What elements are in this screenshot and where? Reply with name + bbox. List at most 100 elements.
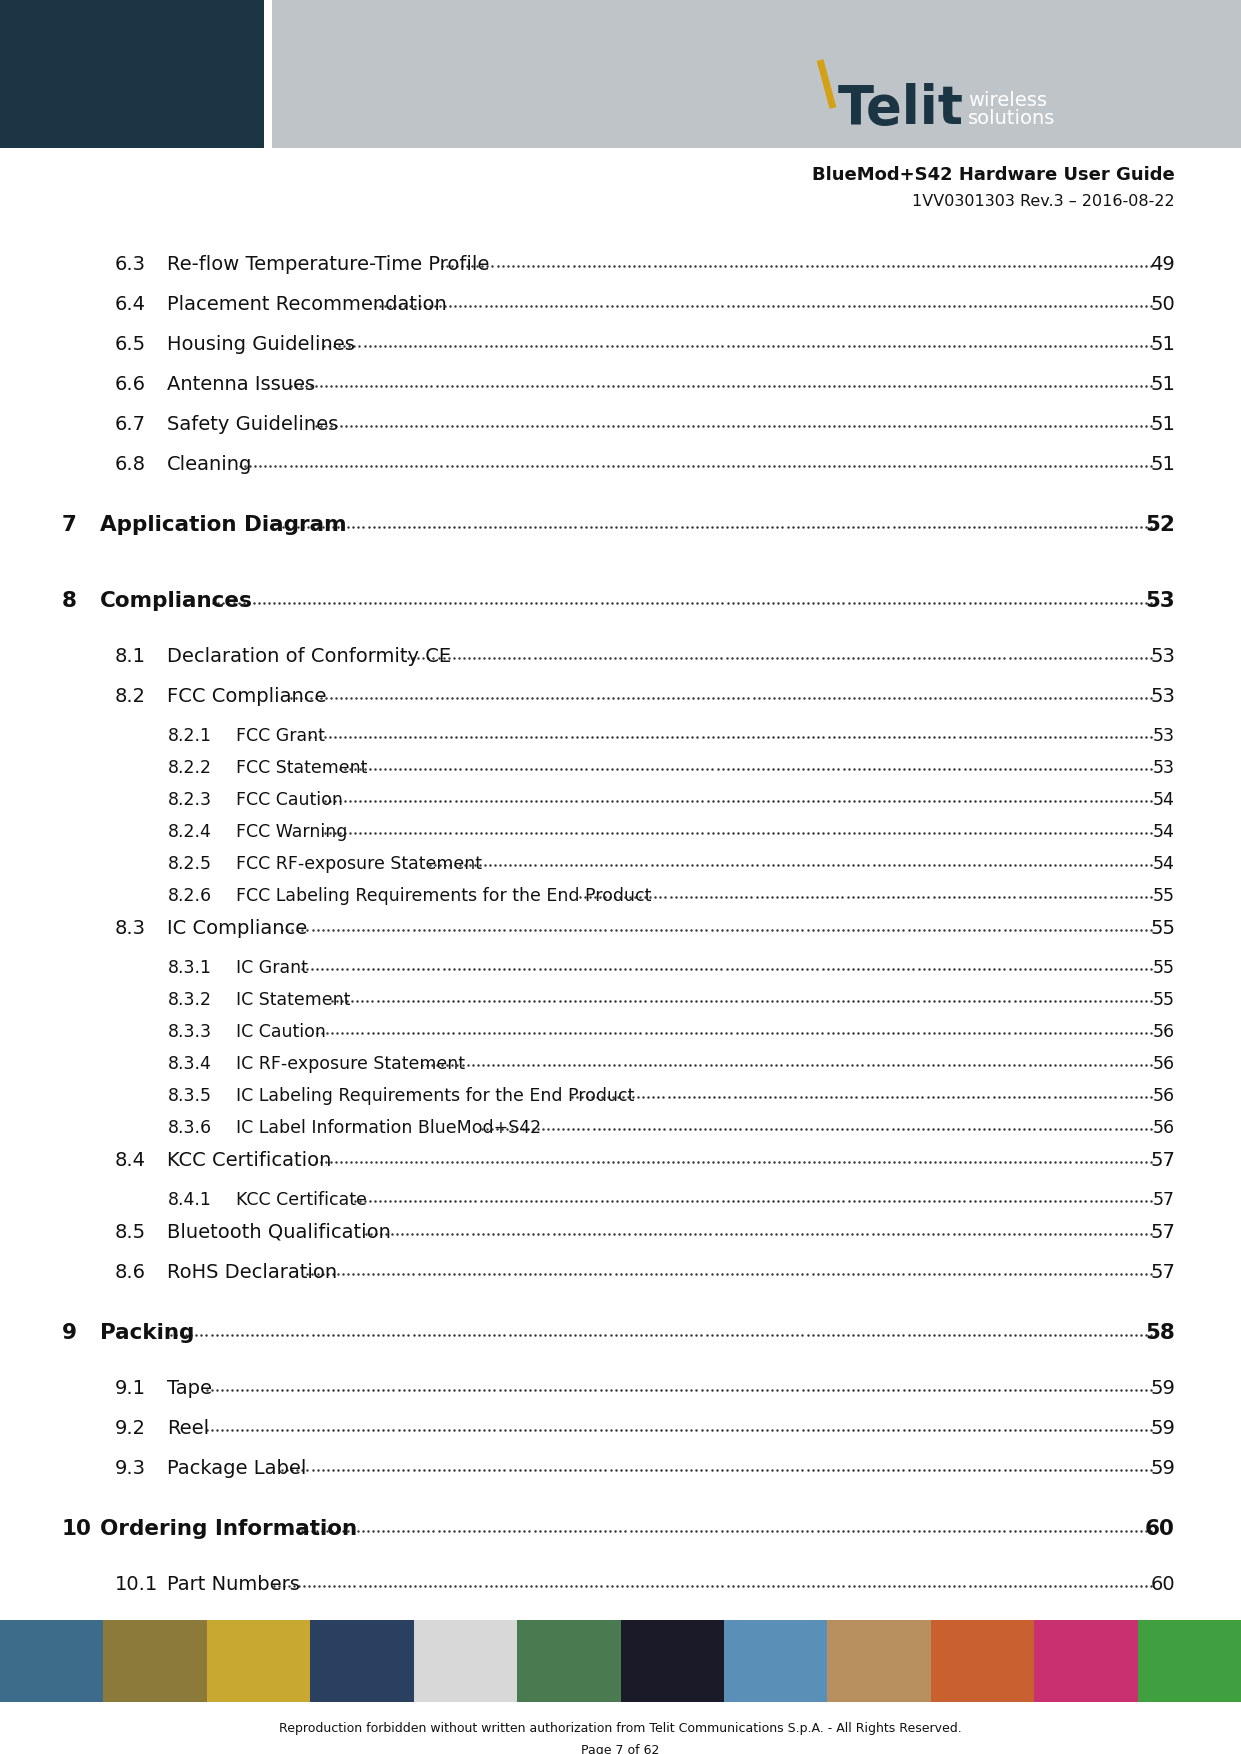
Text: KCC Certification: KCC Certification: [168, 1151, 331, 1170]
Text: 7: 7: [62, 516, 77, 535]
Text: FCC Caution: FCC Caution: [236, 791, 343, 809]
Text: 6.6: 6.6: [115, 375, 146, 395]
Bar: [1034, 1621, 1138, 1701]
Text: Package Label: Package Label: [168, 1459, 307, 1479]
Text: Safety Guidelines: Safety Guidelines: [168, 416, 339, 433]
Text: 1VV0301303 Rev.3 – 2016-08-22: 1VV0301303 Rev.3 – 2016-08-22: [912, 195, 1175, 209]
Text: IC RF-exposure Statement: IC RF-exposure Statement: [236, 1054, 465, 1073]
Text: 8.3.4: 8.3.4: [168, 1054, 212, 1073]
Text: 59: 59: [1150, 1419, 1175, 1438]
Text: Application Diagram: Application Diagram: [101, 516, 346, 535]
Text: 9.3: 9.3: [115, 1459, 146, 1479]
Bar: [517, 1621, 620, 1701]
Text: IC Labeling Requirements for the End Product: IC Labeling Requirements for the End Pro…: [236, 1087, 634, 1105]
Text: 53: 53: [1153, 759, 1175, 777]
Text: 8.3: 8.3: [115, 919, 146, 938]
Text: 9.1: 9.1: [115, 1379, 146, 1398]
Text: 10.1: 10.1: [115, 1575, 159, 1594]
Text: 58: 58: [1145, 1323, 1175, 1344]
Text: 8.4: 8.4: [115, 1151, 146, 1170]
Text: Re-flow Temperature-Time Profile: Re-flow Temperature-Time Profile: [168, 254, 489, 274]
Bar: [828, 1621, 931, 1701]
Text: Compliances: Compliances: [101, 591, 253, 610]
Text: 8.3.2: 8.3.2: [168, 991, 212, 1009]
Text: 60: 60: [1145, 1519, 1175, 1538]
Text: 59: 59: [1150, 1459, 1175, 1479]
Text: 50: 50: [1150, 295, 1175, 314]
Bar: [931, 1621, 1034, 1701]
Text: RoHS Declaration: RoHS Declaration: [168, 1263, 338, 1282]
Text: 8.3.5: 8.3.5: [168, 1087, 212, 1105]
Text: 9: 9: [62, 1323, 77, 1344]
Text: IC Statement: IC Statement: [236, 991, 350, 1009]
Text: 52: 52: [1145, 516, 1175, 535]
Text: 8.3.1: 8.3.1: [168, 959, 212, 977]
Text: Antenna Issues: Antenna Issues: [168, 375, 315, 395]
Text: 6.7: 6.7: [115, 416, 146, 433]
Text: 51: 51: [1150, 454, 1175, 474]
Text: 57: 57: [1150, 1263, 1175, 1282]
Text: KCC Certificate: KCC Certificate: [236, 1191, 367, 1209]
Text: FCC Compliance: FCC Compliance: [168, 688, 326, 707]
Bar: [103, 1621, 207, 1701]
Text: 53: 53: [1153, 726, 1175, 745]
Text: Part Numbers: Part Numbers: [168, 1575, 300, 1594]
Text: 8.6: 8.6: [115, 1263, 146, 1282]
Text: Bluetooth Qualification: Bluetooth Qualification: [168, 1223, 391, 1242]
Text: 9.2: 9.2: [115, 1419, 146, 1438]
Text: Declaration of Conformity CE: Declaration of Conformity CE: [168, 647, 452, 667]
Text: 51: 51: [1150, 416, 1175, 433]
Text: IC Compliance: IC Compliance: [168, 919, 308, 938]
Text: 54: 54: [1153, 823, 1175, 840]
Text: 8.2.5: 8.2.5: [168, 854, 212, 873]
Text: Cleaning: Cleaning: [168, 454, 252, 474]
Text: Telit: Telit: [838, 82, 964, 135]
Text: 51: 51: [1150, 335, 1175, 354]
Bar: [724, 1621, 828, 1701]
Text: 56: 56: [1153, 1023, 1175, 1042]
Text: solutions: solutions: [968, 109, 1055, 128]
Text: 54: 54: [1153, 854, 1175, 873]
Text: 49: 49: [1150, 254, 1175, 274]
Text: FCC Grant: FCC Grant: [236, 726, 325, 745]
Text: 8.5: 8.5: [115, 1223, 146, 1242]
Text: Reel: Reel: [168, 1419, 210, 1438]
Text: Reproduction forbidden without written authorization from Telit Communications S: Reproduction forbidden without written a…: [279, 1722, 962, 1735]
Text: 6.8: 6.8: [115, 454, 146, 474]
Text: 8.3.6: 8.3.6: [168, 1119, 212, 1137]
Text: 51: 51: [1150, 375, 1175, 395]
Bar: [0, 0, 268, 147]
Text: 57: 57: [1150, 1151, 1175, 1170]
Text: IC Label Information BlueMod+S42: IC Label Information BlueMod+S42: [236, 1119, 541, 1137]
Text: 55: 55: [1153, 888, 1175, 905]
Text: 56: 56: [1153, 1119, 1175, 1137]
Text: 59: 59: [1150, 1379, 1175, 1398]
Text: Ordering Information: Ordering Information: [101, 1519, 357, 1538]
Bar: [1138, 1621, 1241, 1701]
Bar: [268, 0, 1241, 147]
Text: 53: 53: [1150, 647, 1175, 667]
Text: FCC Labeling Requirements for the End Product: FCC Labeling Requirements for the End Pr…: [236, 888, 652, 905]
Text: Housing Guidelines: Housing Guidelines: [168, 335, 355, 354]
Text: 57: 57: [1150, 1223, 1175, 1242]
Text: 56: 56: [1153, 1054, 1175, 1073]
Text: Placement Recommendation: Placement Recommendation: [168, 295, 447, 314]
Text: IC Caution: IC Caution: [236, 1023, 326, 1042]
Text: 55: 55: [1153, 991, 1175, 1009]
Text: 8.2.1: 8.2.1: [168, 726, 212, 745]
Text: Tape: Tape: [168, 1379, 212, 1398]
Text: 10: 10: [62, 1519, 92, 1538]
Text: 55: 55: [1153, 959, 1175, 977]
Text: 6.5: 6.5: [115, 335, 146, 354]
Text: 56: 56: [1153, 1087, 1175, 1105]
Text: 60: 60: [1150, 1575, 1175, 1594]
Text: 6.4: 6.4: [115, 295, 146, 314]
Text: 8: 8: [62, 591, 77, 610]
Text: 53: 53: [1150, 688, 1175, 707]
Text: 8.2.2: 8.2.2: [168, 759, 212, 777]
Text: 8.2: 8.2: [115, 688, 146, 707]
Text: Packing: Packing: [101, 1323, 195, 1344]
Text: FCC RF-exposure Statement: FCC RF-exposure Statement: [236, 854, 482, 873]
Text: 55: 55: [1150, 919, 1175, 938]
Text: 8.3.3: 8.3.3: [168, 1023, 212, 1042]
